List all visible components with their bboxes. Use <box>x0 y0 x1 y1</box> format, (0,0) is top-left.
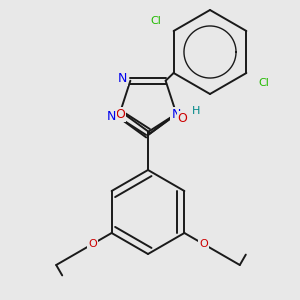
Text: H: H <box>192 106 200 116</box>
Text: O: O <box>115 107 125 121</box>
Text: Cl: Cl <box>151 16 162 26</box>
Text: N: N <box>171 107 181 121</box>
Text: O: O <box>178 112 188 125</box>
Text: O: O <box>88 239 97 249</box>
Text: O: O <box>199 239 208 249</box>
Text: Cl: Cl <box>258 78 269 88</box>
Text: N: N <box>107 110 116 123</box>
Text: N: N <box>118 72 127 85</box>
